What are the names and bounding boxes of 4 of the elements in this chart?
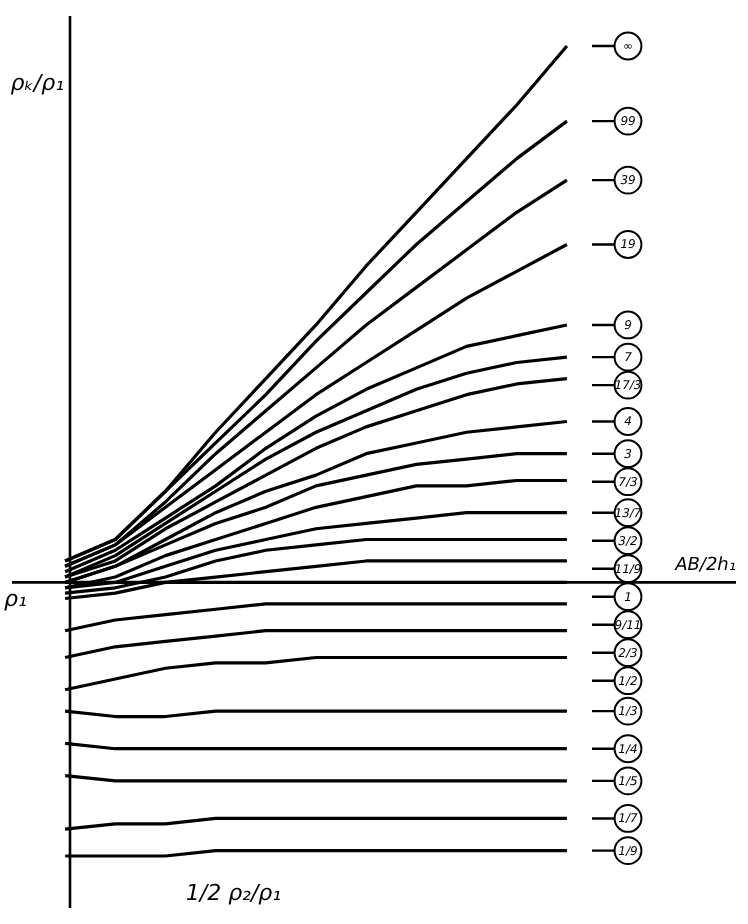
text: ρ₁ [4,586,27,613]
x-axis-title: AB/2h₁ [673,556,737,577]
text: 1/2 ρ₂/ρ₁ [185,880,282,906]
y-axis-title: ρₖ/ρ₁ [10,70,64,96]
